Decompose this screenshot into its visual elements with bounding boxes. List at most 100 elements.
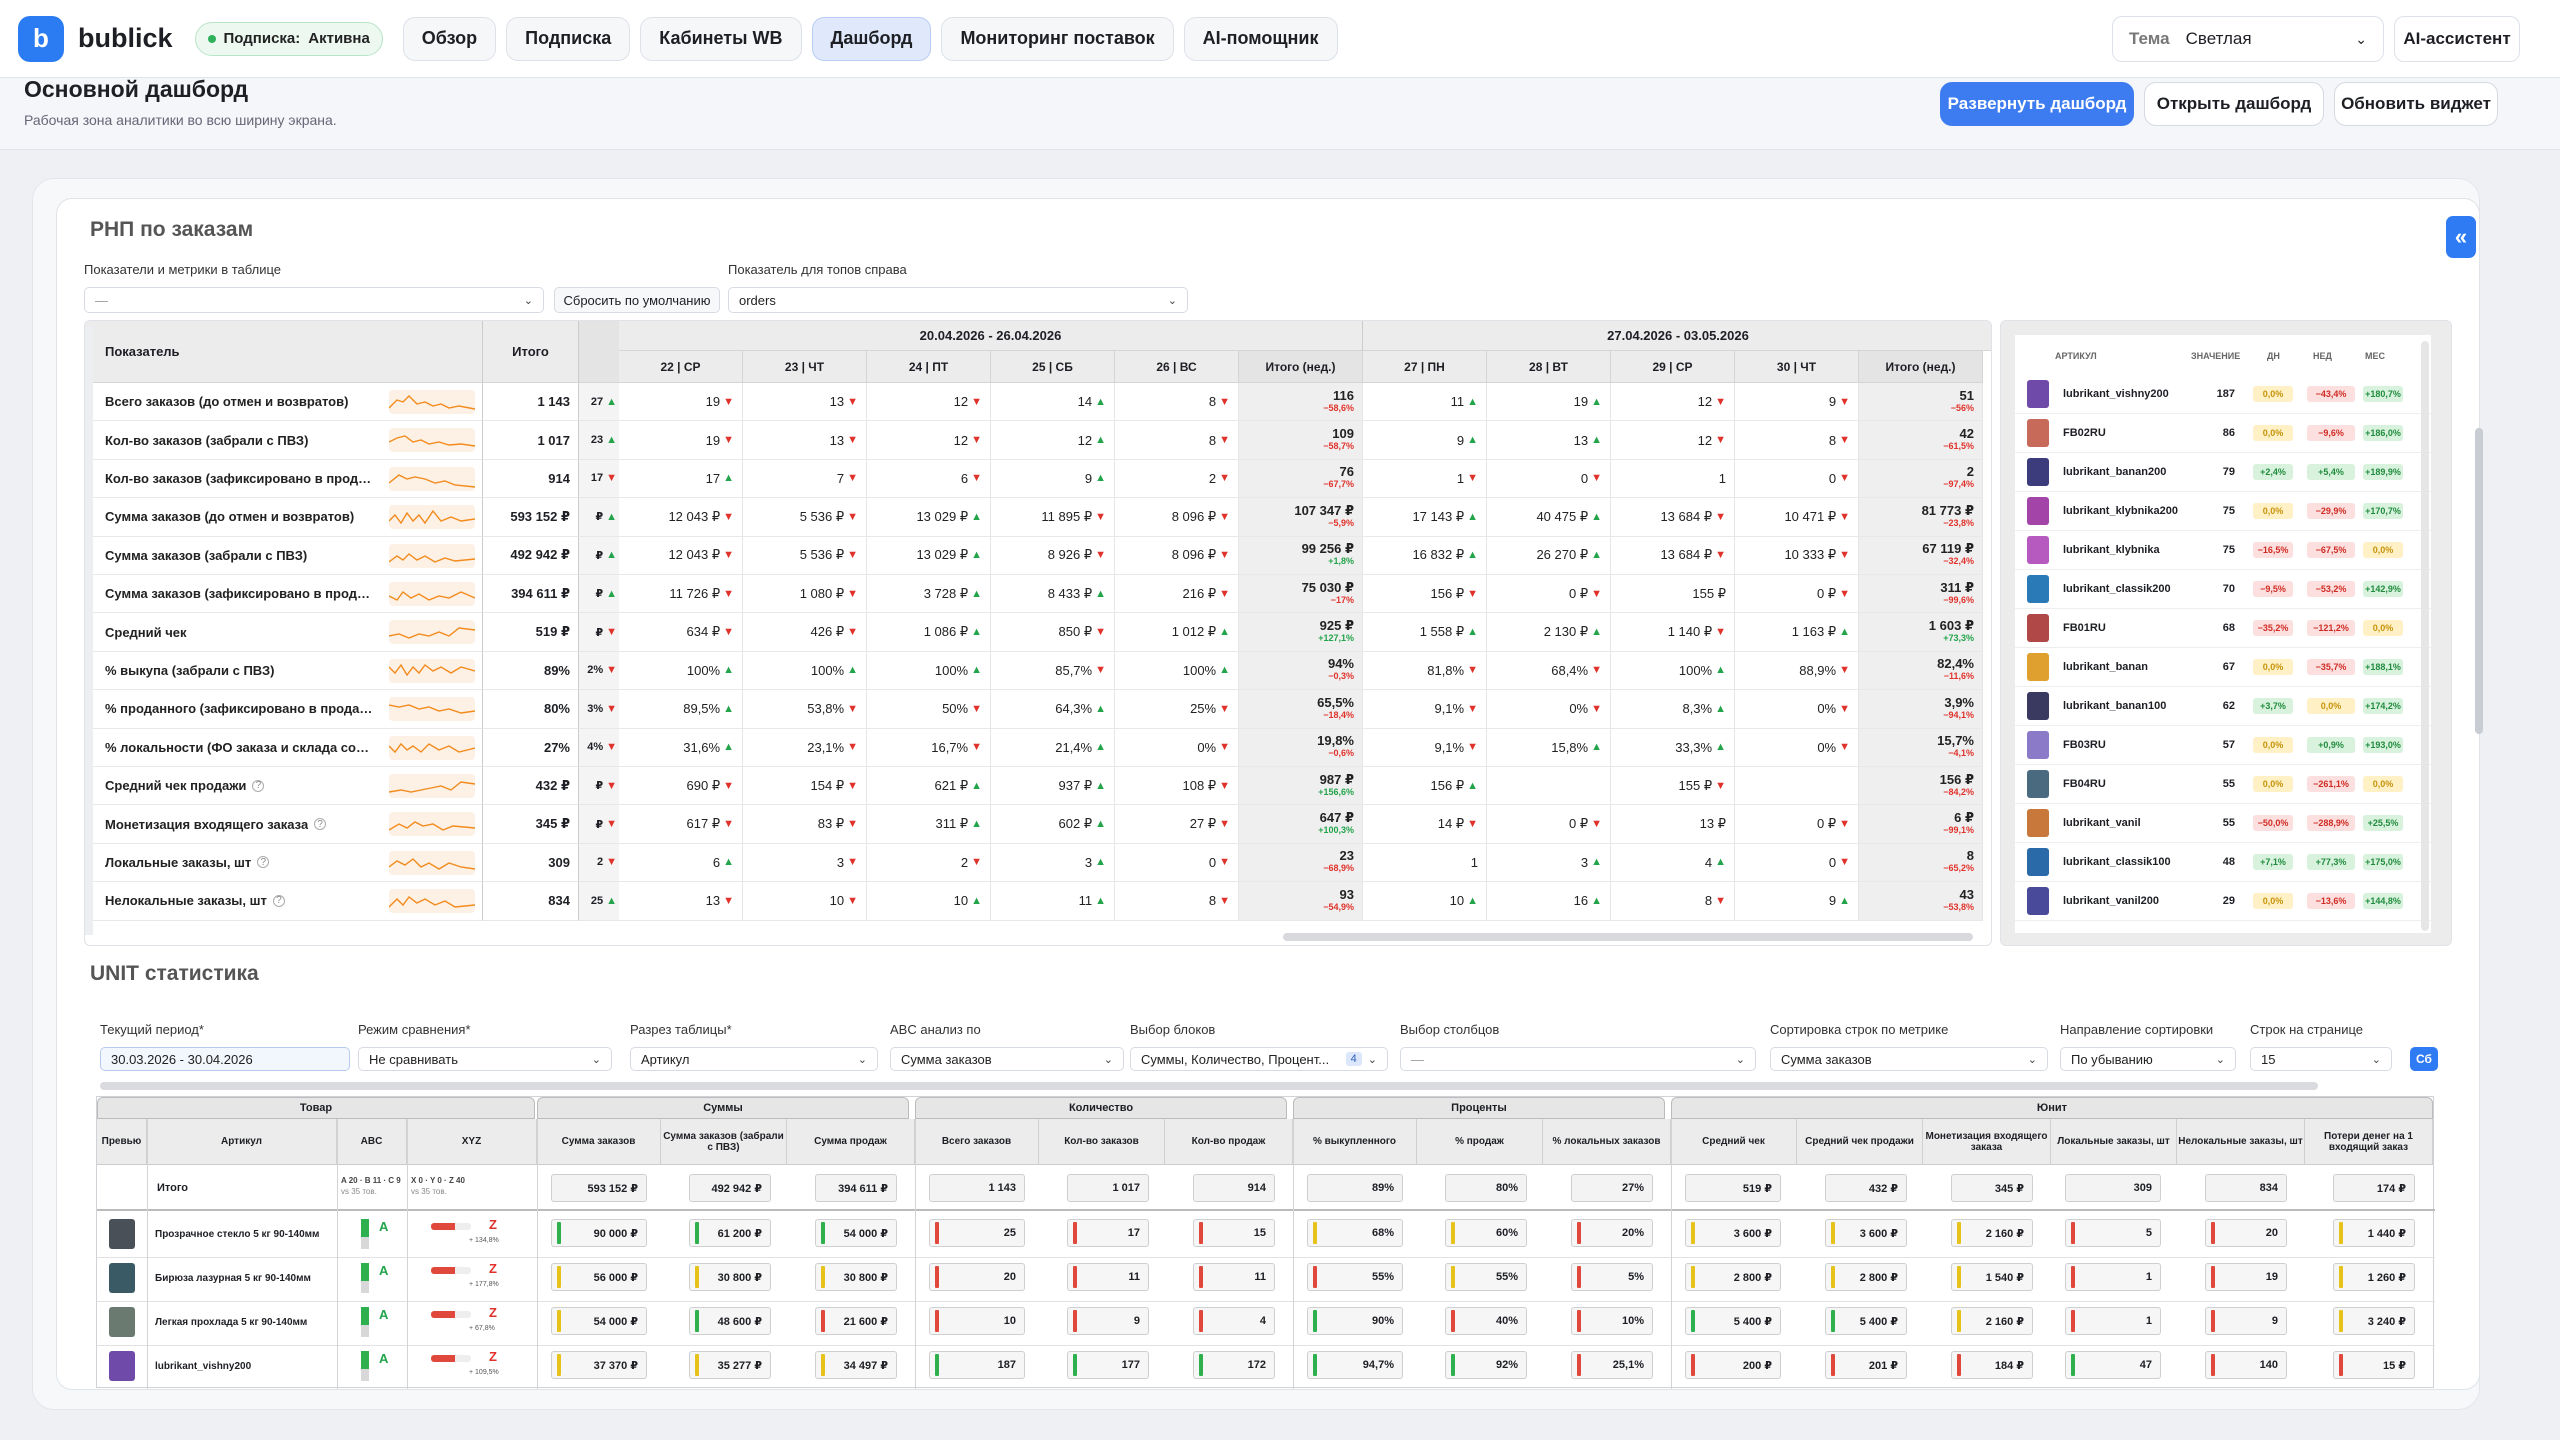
chevron-down-icon: ⌄: [1735, 1053, 1745, 1066]
tops-row[interactable]: lubrikant_vishny200 187 0,0% −43,4% +180,7%: [2015, 375, 2431, 414]
nav-tab-0[interactable]: Обзор: [402, 16, 497, 61]
filter-select-6[interactable]: Сумма заказов ⌄: [1770, 1047, 2048, 1071]
tops-row[interactable]: FB03RU 57 0,0% +0,9% +193,0%: [2015, 726, 2431, 765]
nav-tab-1[interactable]: Подписка: [506, 16, 631, 61]
expand-dashboard-button[interactable]: Развернуть дашборд: [1940, 82, 2134, 126]
filter-select-7[interactable]: По убыванию ⌄: [2060, 1047, 2236, 1071]
nav-tab-2[interactable]: Кабинеты WB: [640, 16, 802, 61]
day-cell: 12 043 ₽ ▼: [619, 498, 743, 537]
week-total-change: +100,3%: [1318, 825, 1354, 836]
value-bar: [2211, 1354, 2215, 1376]
tops-row[interactable]: lubrikant_vanil 55 −50,0% −288,9% +25,5%: [2015, 804, 2431, 843]
arrow-down-icon: ▼: [723, 549, 734, 562]
cell-value: 3: [836, 854, 845, 870]
trend-icon: ▲: [606, 894, 617, 907]
table-vscroll[interactable]: [85, 327, 93, 935]
metrics-select[interactable]: — ⌄: [84, 287, 544, 313]
nav-tab-4[interactable]: Мониторинг поставок: [941, 16, 1174, 61]
cell-value-0: 56 000 ₽: [551, 1263, 647, 1291]
ai-assistant-button[interactable]: AI-ассистент: [2394, 16, 2520, 62]
open-dashboard-button[interactable]: Открыть дашборд: [2144, 82, 2324, 126]
filter-select-0[interactable]: 30.03.2026 - 30.04.2026: [100, 1047, 350, 1071]
filter-select-4[interactable]: Суммы, Количество, Процент... 4 ⌄: [1130, 1047, 1388, 1071]
product-name[interactable]: lubrikant_vishny200: [155, 1360, 252, 1372]
day-cell: 621 ₽ ▲: [867, 767, 991, 806]
week-total-value: 156 ₽: [1939, 771, 1974, 787]
cell-value: 17 143 ₽: [1412, 508, 1465, 524]
day-cell: 107 347 ₽ −5,9%: [1239, 498, 1363, 537]
cell-value-0: 37 370 ₽: [551, 1351, 647, 1379]
product-name[interactable]: Бирюза лазурная 5 кг 90-140мм: [155, 1272, 311, 1284]
metrics-label: Показатели и метрики в таблице: [84, 262, 282, 277]
apply-button[interactable]: Сб: [2410, 1047, 2438, 1071]
cell-value-8: 10%: [1571, 1307, 1653, 1335]
day-cell: 67 119 ₽ −32,4%: [1859, 536, 1983, 575]
tops-value: 29: [2222, 895, 2235, 907]
filter-select-3[interactable]: Сумма заказов ⌄: [890, 1047, 1124, 1071]
cut-cell: 4% ▼: [579, 728, 619, 767]
tops-row[interactable]: lubrikant_classik200 70 −9,5% −53,2% +142,9%: [2015, 570, 2431, 609]
help-icon[interactable]: ?: [272, 894, 285, 907]
nav-tab-5[interactable]: AI-помощник: [1183, 16, 1338, 61]
collapse-panel-button[interactable]: «: [2446, 216, 2476, 258]
tops-value: 55: [2222, 817, 2235, 829]
tops-row[interactable]: lubrikant_vanil200 29 0,0% −13,6% +144,8%: [2015, 882, 2431, 921]
tops-row[interactable]: lubrikant_banan 67 0,0% −35,7% +188,1%: [2015, 648, 2431, 687]
tops-row[interactable]: lubrikant_klybnika200 75 0,0% −29,9% +170,7%: [2015, 492, 2431, 531]
nav-tab-3[interactable]: Дашборд: [811, 16, 932, 61]
day-cell: 10 471 ₽ ▼: [1735, 498, 1859, 537]
xyz-class: Z: [489, 1217, 497, 1232]
scrollbar-thumb[interactable]: [2475, 428, 2483, 734]
arrow-down-icon: ▼: [847, 510, 858, 523]
filter-select-2[interactable]: Артикул ⌄: [630, 1047, 878, 1071]
day-cell: 100% ▲: [743, 651, 867, 691]
logo[interactable]: b: [18, 15, 64, 62]
cell-value: 16: [1573, 893, 1589, 909]
day-cell: 3 ▼: [743, 843, 867, 883]
week-total-value: 99 256 ₽: [1301, 541, 1354, 557]
cell-value-10: 5 400 ₽: [1825, 1307, 1907, 1335]
table-hscroll[interactable]: [1283, 933, 1973, 941]
tops-scroll[interactable]: [2421, 341, 2429, 931]
tops-select[interactable]: orders ⌄: [728, 287, 1188, 313]
arrow-down-icon: ▼: [1095, 549, 1106, 562]
row-name-label: % проданного (зафиксировано в продажах): [105, 701, 375, 717]
week-total-change: −53,8%: [1943, 901, 1974, 912]
tops-mes: +174,2%: [2363, 698, 2403, 714]
help-icon[interactable]: ?: [314, 818, 327, 831]
week-total-value: 15,7%: [1937, 733, 1974, 749]
tops-row[interactable]: lubrikant_banan100 62 +3,7% 0,0% +174,2%: [2015, 687, 2431, 726]
tops-select-value: orders: [739, 292, 776, 308]
unit-hscroll[interactable]: [100, 1082, 2318, 1090]
filter-select-8[interactable]: 15 ⌄: [2250, 1047, 2392, 1071]
value-bar: [935, 1222, 939, 1244]
page-scrollbar[interactable]: [2472, 198, 2486, 1390]
week-total: 15,7% −4,1%: [1937, 733, 1974, 759]
cut-val: ₽: [595, 818, 604, 831]
theme-select[interactable]: Тема Светлая ⌄: [2112, 16, 2384, 62]
product-name[interactable]: Прозрачное стекло 5 кг 90-140мм: [155, 1228, 320, 1240]
product-name[interactable]: Легкая прохлада 5 кг 90-140мм: [155, 1316, 308, 1328]
tops-row[interactable]: lubrikant_klybnika 75 −16,5% −67,5% 0,0%: [2015, 531, 2431, 570]
tops-row[interactable]: FB02RU 86 0,0% −9,6% +186,0%: [2015, 414, 2431, 453]
reset-defaults-button[interactable]: Сбросить по умолчанию: [554, 287, 720, 313]
tops-row[interactable]: lubrikant_classik100 48 +7,1% +77,3% +175,0%: [2015, 843, 2431, 882]
help-icon[interactable]: ?: [257, 856, 270, 869]
day-cell: 116 −58,6%: [1239, 383, 1363, 422]
refresh-widget-button[interactable]: Обновить виджет: [2334, 82, 2498, 126]
filter-select-5[interactable]: — ⌄: [1400, 1047, 1756, 1071]
tops-row[interactable]: lubrikant_banan200 79 +2,4% +5,4% +189,9%: [2015, 453, 2431, 492]
tops-row[interactable]: FB04RU 55 0,0% −261,1% 0,0%: [2015, 765, 2431, 804]
filter-select-1[interactable]: Не сравнивать ⌄: [358, 1047, 612, 1071]
tops-mes: +186,0%: [2363, 425, 2403, 441]
row-total: 80%: [483, 690, 579, 729]
help-icon[interactable]: ?: [252, 779, 265, 792]
row-name-label: Кол-во заказов (зафиксировано в продажа.…: [105, 470, 375, 486]
filter-label-7: Направление сортировки: [2060, 1022, 2214, 1037]
cell-value: 8: [1208, 394, 1217, 410]
trend-icon: ▲: [606, 395, 617, 408]
sparkline-8: [388, 697, 476, 722]
day-cell: 14 ₽ ▼: [1363, 805, 1487, 844]
tops-row[interactable]: FB01RU 68 −35,2% −121,2% 0,0%: [2015, 609, 2431, 648]
week-total-value: 987 ₽: [1319, 771, 1354, 787]
